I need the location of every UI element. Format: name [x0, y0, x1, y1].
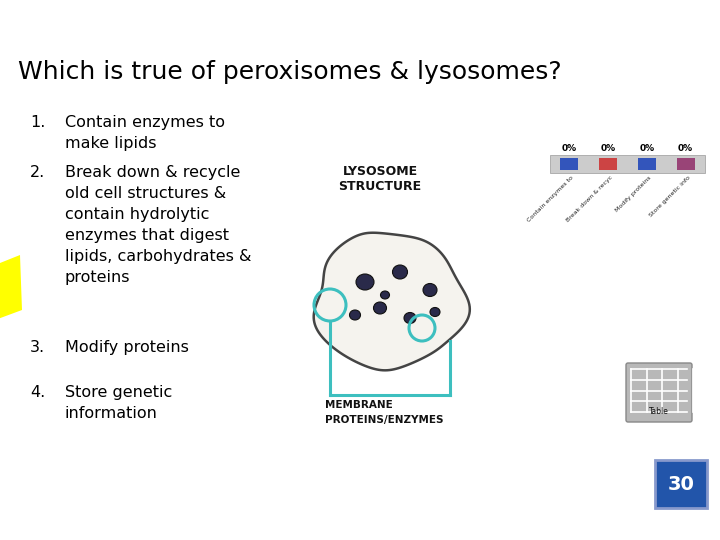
FancyBboxPatch shape [560, 158, 578, 170]
FancyBboxPatch shape [550, 155, 705, 173]
Text: Table: Table [649, 407, 669, 416]
Text: Which is true of peroxisomes & lysosomes?: Which is true of peroxisomes & lysosomes… [18, 60, 562, 84]
FancyBboxPatch shape [626, 363, 692, 422]
Text: Store genetic
information: Store genetic information [65, 385, 172, 421]
Ellipse shape [356, 274, 374, 290]
PathPatch shape [314, 233, 470, 370]
Ellipse shape [430, 307, 440, 316]
Ellipse shape [423, 284, 437, 296]
Ellipse shape [380, 291, 390, 299]
Text: Store genetic info: Store genetic info [648, 175, 691, 218]
FancyBboxPatch shape [677, 158, 695, 170]
Text: MEMBRANE: MEMBRANE [325, 400, 392, 410]
Text: Break down & recyc: Break down & recyc [565, 175, 613, 223]
Text: Break down & recycle
old cell structures &
contain hydrolytic
enzymes that diges: Break down & recycle old cell structures… [65, 165, 251, 285]
Text: 0%: 0% [600, 144, 616, 153]
Ellipse shape [374, 302, 387, 314]
Text: PROTEINS/ENZYMES: PROTEINS/ENZYMES [325, 415, 444, 425]
Text: 0%: 0% [678, 144, 693, 153]
FancyBboxPatch shape [638, 158, 656, 170]
Text: 0%: 0% [639, 144, 654, 153]
Text: Modify proteins: Modify proteins [615, 175, 652, 213]
Text: 30: 30 [667, 475, 694, 494]
Ellipse shape [392, 265, 408, 279]
FancyBboxPatch shape [655, 460, 707, 508]
Text: Modify proteins: Modify proteins [65, 340, 189, 355]
Text: 4.: 4. [30, 385, 45, 400]
Text: Contain enzymes to: Contain enzymes to [527, 175, 575, 223]
FancyBboxPatch shape [599, 158, 617, 170]
Text: 0%: 0% [562, 144, 577, 153]
Text: 2.: 2. [30, 165, 45, 180]
Text: 3.: 3. [30, 340, 45, 355]
Polygon shape [0, 255, 22, 320]
Text: 1.: 1. [30, 115, 45, 130]
Text: LYSOSOME
STRUCTURE: LYSOSOME STRUCTURE [338, 165, 422, 193]
Ellipse shape [349, 310, 361, 320]
Ellipse shape [404, 313, 416, 323]
Text: Contain enzymes to
make lipids: Contain enzymes to make lipids [65, 115, 225, 151]
